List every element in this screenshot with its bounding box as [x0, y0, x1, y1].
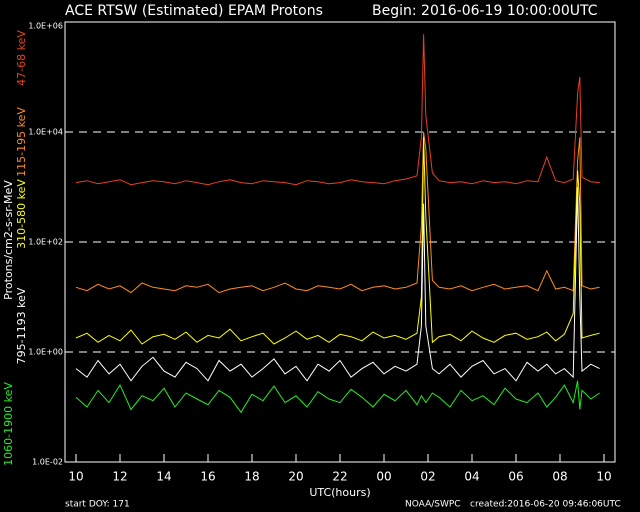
y-tick-label: 1.0E+04	[28, 128, 63, 137]
x-tick-label: 06	[508, 470, 523, 484]
series-line	[75, 137, 600, 345]
legend-label: 47-68 keV	[15, 30, 28, 86]
series-line	[75, 186, 600, 382]
x-tick-label: 18	[244, 470, 259, 484]
legend-label: 1060-1900 keV	[2, 382, 15, 466]
x-tick-label: 10	[596, 470, 611, 484]
legend-label: 795-1193 keV	[15, 287, 28, 364]
y-tick-label: 1.0E+02	[28, 238, 63, 247]
y-tick-label: 1.0E+00	[28, 348, 63, 357]
x-tick-label: 02	[420, 470, 435, 484]
y-tick-label: 1.0E-02	[32, 458, 63, 467]
x-axis-label: UTC(hours)	[309, 486, 370, 499]
x-tick-label: 08	[552, 470, 567, 484]
legend-label: 115-195 keV	[15, 107, 28, 177]
x-tick-label: 16	[200, 470, 215, 484]
footer-left: start DOY: 171	[65, 500, 130, 510]
y-axis-label: Protons/cm2-s-sr-MeV	[2, 180, 15, 300]
footer-right: created:2016-06-20 09:46:06UTC	[470, 500, 621, 510]
x-tick-label: 10	[68, 470, 83, 484]
x-tick-label: 12	[112, 470, 127, 484]
chart-subtitle: Begin: 2016-06-19 10:00:00UTC	[372, 3, 598, 19]
x-tick-label: 00	[376, 470, 391, 484]
y-tick-label: 1.0E+06	[28, 22, 63, 31]
x-tick-label: 04	[464, 470, 479, 484]
legend-label: 310-580 keV	[15, 179, 28, 249]
x-tick-label: 22	[332, 470, 347, 484]
series-line	[75, 131, 600, 294]
series-line	[75, 380, 600, 414]
footer-center: NOAA/SWPC	[405, 500, 461, 510]
x-tick-label: 14	[156, 470, 171, 484]
x-tick-label: 20	[288, 470, 303, 484]
series-line	[75, 34, 600, 186]
chart-title: ACE RTSW (Estimated) EPAM Protons	[65, 3, 323, 19]
